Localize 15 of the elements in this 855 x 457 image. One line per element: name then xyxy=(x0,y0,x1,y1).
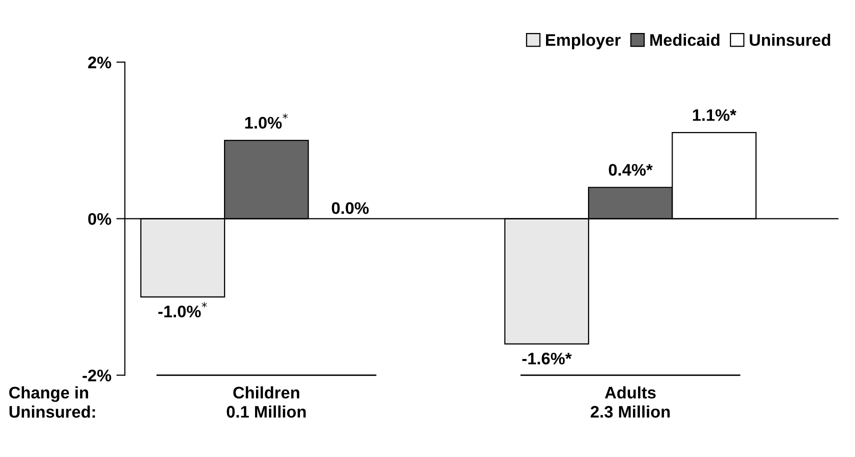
data-label: -1.0%$^{*}$ xyxy=(158,302,207,318)
data-label: 0.0% xyxy=(332,202,369,214)
legend-label: Medicaid xyxy=(650,34,720,46)
x-tick-label: Adults 2.3 Million xyxy=(590,386,670,418)
data-label: 1.1%* xyxy=(692,109,736,121)
data-label: 0.4%* xyxy=(608,164,653,176)
y-tick-label: -2% xyxy=(82,370,112,382)
y-tick-label: 0% xyxy=(88,213,112,225)
text: Change in Uninsured: xyxy=(9,386,95,418)
y-tick-label: 2% xyxy=(88,56,112,68)
legend-label: Employer xyxy=(546,34,621,50)
legend-label: Uninsured xyxy=(750,34,830,46)
data-label: -1.6%* xyxy=(522,352,572,364)
data-label: 1.0%$^{*}$ xyxy=(245,113,288,129)
x-tick-label: Children 0.1 Million xyxy=(226,386,306,418)
